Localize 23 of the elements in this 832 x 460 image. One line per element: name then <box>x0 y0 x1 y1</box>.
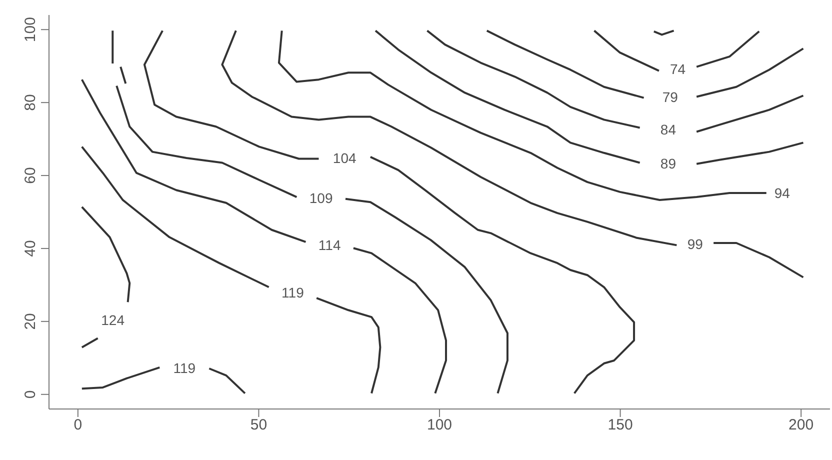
y-tick-label: 20 <box>22 313 39 330</box>
x-tick-label: 0 <box>74 416 82 434</box>
series-label: 104 <box>332 150 356 166</box>
y-tick-label: 100 <box>22 17 39 42</box>
series-label: 74 <box>670 60 686 77</box>
series-label: 79 <box>662 89 678 106</box>
series-label: 99 <box>687 236 704 252</box>
x-tick-label: 100 <box>426 416 452 434</box>
series-label: 114 <box>318 236 341 253</box>
x-tick-label: 150 <box>608 416 633 434</box>
y-tick-label: 80 <box>22 94 39 111</box>
series-label: 84 <box>660 122 676 138</box>
y-tick-label: 40 <box>22 240 39 257</box>
series-label: 109 <box>309 190 333 206</box>
series-label: 124 <box>101 312 125 328</box>
series-label: 89 <box>660 155 676 172</box>
x-tick-label: 50 <box>250 416 268 434</box>
series-label: 94 <box>774 185 790 201</box>
series-label: 119 <box>282 284 304 301</box>
y-tick-label: 60 <box>22 167 39 184</box>
series-label: 119 <box>173 360 196 376</box>
x-tick-label: 200 <box>788 416 814 434</box>
y-tick-label: 0 <box>22 390 39 399</box>
